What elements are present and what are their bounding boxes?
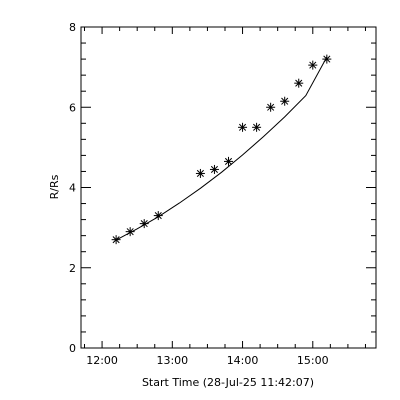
fit-curve — [115, 56, 328, 241]
data-point — [280, 96, 290, 106]
y-tick-label: 8 — [69, 21, 76, 34]
data-point — [252, 122, 262, 132]
data-point — [125, 227, 135, 237]
y-tick-label: 0 — [69, 342, 76, 355]
data-point — [308, 60, 318, 70]
y-tick-label: 6 — [69, 101, 76, 114]
y-axis-label: R/Rs — [48, 174, 61, 199]
data-points — [111, 54, 332, 245]
data-point — [209, 164, 219, 174]
plot-frame — [80, 26, 377, 349]
y-tick-label: 4 — [69, 182, 76, 195]
x-tick-label: 12:00 — [86, 354, 118, 367]
tick-labels: 12:00 13:00 14:00 15:00 0 2 4 6 8 — [69, 21, 329, 367]
data-point — [195, 168, 205, 178]
x-tick-label: 14:00 — [227, 354, 259, 367]
data-point — [153, 211, 163, 221]
x-axis-label: Start Time (28-Jul-25 11:42:07) — [142, 376, 314, 389]
data-point — [224, 156, 233, 166]
axis-ticks — [81, 26, 376, 349]
data-point — [266, 102, 276, 112]
y-tick-label: 2 — [69, 262, 76, 275]
data-point — [238, 122, 248, 132]
data-point — [322, 54, 332, 64]
data-point — [139, 219, 149, 229]
data-point — [111, 235, 121, 245]
x-tick-label: 15:00 — [297, 354, 329, 367]
data-point — [294, 78, 304, 88]
x-tick-label: 13:00 — [156, 354, 188, 367]
